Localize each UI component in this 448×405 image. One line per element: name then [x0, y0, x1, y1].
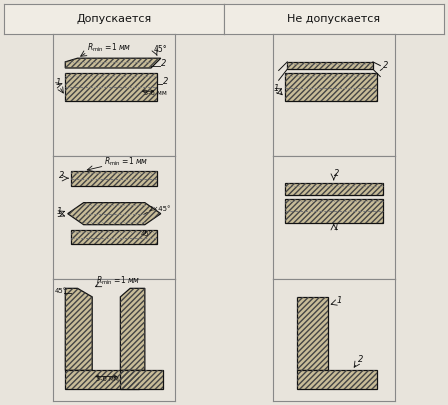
Polygon shape — [287, 62, 373, 69]
Polygon shape — [65, 288, 92, 370]
Polygon shape — [68, 202, 161, 225]
Text: Не допускается: Не допускается — [287, 14, 380, 24]
Polygon shape — [121, 288, 145, 370]
Text: 1: 1 — [57, 207, 62, 216]
Polygon shape — [285, 199, 383, 224]
Polygon shape — [297, 297, 327, 370]
Text: 45°: 45° — [54, 288, 66, 294]
Text: 1: 1 — [336, 296, 341, 305]
Text: 45°: 45° — [141, 231, 153, 237]
Text: 2×45°: 2×45° — [149, 206, 171, 212]
Polygon shape — [285, 183, 383, 195]
Polygon shape — [121, 370, 163, 389]
Text: 2: 2 — [334, 169, 339, 178]
Text: $R_{\mathrm{min}}=1\,мм$: $R_{\mathrm{min}}=1\,мм$ — [87, 42, 132, 54]
Text: 2: 2 — [161, 59, 166, 68]
Polygon shape — [65, 73, 157, 101]
Text: 3-6 мм: 3-6 мм — [96, 376, 119, 382]
Text: 2: 2 — [383, 61, 388, 70]
Text: 2: 2 — [163, 77, 168, 86]
Polygon shape — [285, 73, 377, 101]
Text: 3-6 мм: 3-6 мм — [144, 90, 167, 96]
Text: $R_{\mathrm{min}}=1\,мм$: $R_{\mathrm{min}}=1\,мм$ — [96, 275, 140, 287]
Text: 1: 1 — [274, 84, 279, 93]
Polygon shape — [65, 58, 161, 68]
Text: 1: 1 — [56, 78, 61, 87]
Text: Допускается: Допускается — [77, 14, 152, 24]
Polygon shape — [65, 370, 139, 389]
Text: $R_{\mathrm{min}}=1\,мм$: $R_{\mathrm{min}}=1\,мм$ — [104, 156, 149, 168]
Text: 45°: 45° — [153, 45, 167, 54]
Text: 2: 2 — [59, 171, 65, 180]
Polygon shape — [71, 230, 157, 244]
Polygon shape — [297, 370, 377, 389]
Text: 1: 1 — [334, 223, 339, 232]
Polygon shape — [71, 171, 157, 185]
Text: 2: 2 — [358, 355, 364, 364]
